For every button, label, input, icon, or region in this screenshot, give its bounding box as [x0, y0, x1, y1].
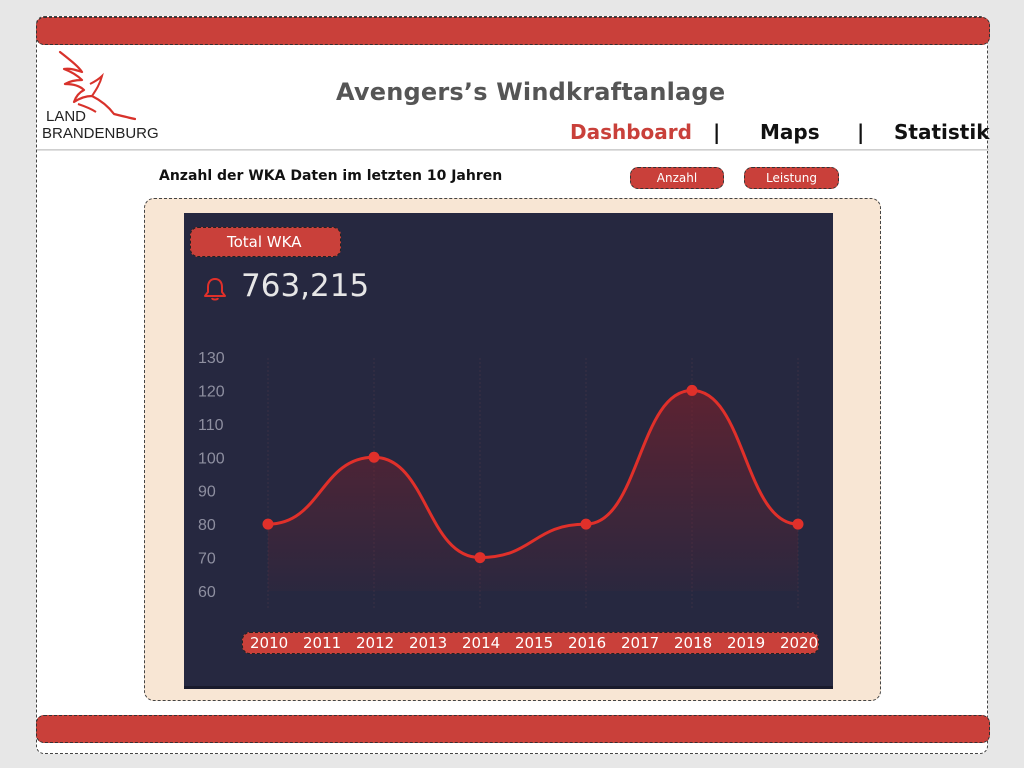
main-nav: Dashboard | Maps | Statistik — [0, 120, 1024, 150]
y-tick-label: 130 — [198, 350, 225, 367]
x-tick-label: 2017 — [621, 634, 660, 652]
nav-item-maps[interactable]: Maps — [760, 120, 820, 144]
nav-separator: | — [713, 120, 721, 144]
y-tick-label: 90 — [198, 484, 216, 501]
logo-line-brandenburg: BRANDENBURG — [42, 125, 159, 142]
x-tick-label: 2014 — [462, 634, 501, 652]
x-tick-label: 2011 — [303, 634, 342, 652]
data-point[interactable] — [368, 451, 380, 463]
line-chart: 60 70 80 90 100 110 120 130 — [198, 350, 804, 608]
year-axis-bar — [242, 632, 819, 654]
section-subtitle: Anzahl der WKA Daten im letzten 10 Jahre… — [159, 168, 503, 184]
top-bar — [36, 17, 990, 45]
y-tick-label: 110 — [198, 417, 224, 434]
total-wka-value: 763,215 — [241, 268, 370, 304]
logo-line-land: LAND — [46, 108, 87, 125]
y-tick-label: 70 — [198, 551, 216, 568]
data-point[interactable] — [792, 518, 804, 530]
nav-item-dashboard[interactable]: Dashboard — [570, 120, 692, 144]
data-point[interactable] — [474, 552, 486, 564]
data-point[interactable] — [580, 518, 592, 530]
x-tick-label: 2012 — [356, 634, 395, 652]
series-line — [267, 388, 799, 560]
app-title: Avengers’s Windkraftanlage — [336, 78, 726, 106]
logo-text: LAND BRANDENBURG — [42, 108, 172, 142]
eagle-icon — [58, 50, 136, 121]
leistung-button[interactable]: Leistung — [744, 167, 839, 189]
x-tick-label: 2018 — [674, 634, 713, 652]
bottom-bar — [36, 715, 990, 743]
y-tick-label: 60 — [198, 584, 216, 601]
x-tick-label: 2010 — [250, 634, 289, 652]
x-tick-label: 2013 — [409, 634, 448, 652]
header-divider — [37, 149, 989, 150]
x-tick-label: 2020 — [780, 634, 819, 652]
anzahl-button[interactable]: Anzahl — [630, 167, 724, 189]
nav-separator: | — [857, 120, 865, 144]
x-tick-label: 2016 — [568, 634, 607, 652]
x-tick-label: 2015 — [515, 634, 554, 652]
x-tick-label: 2019 — [727, 634, 766, 652]
data-point[interactable] — [686, 384, 698, 396]
bell-icon — [204, 278, 226, 301]
nav-item-statistik[interactable]: Statistik — [894, 120, 990, 144]
data-point[interactable] — [262, 518, 274, 530]
y-tick-label: 80 — [198, 517, 216, 534]
y-tick-label: 100 — [198, 450, 225, 467]
total-wka-label: Total WKA — [190, 227, 341, 257]
series-area — [268, 390, 798, 591]
y-tick-label: 120 — [198, 383, 225, 400]
logo[interactable]: LAND BRANDENBURG — [42, 50, 172, 145]
